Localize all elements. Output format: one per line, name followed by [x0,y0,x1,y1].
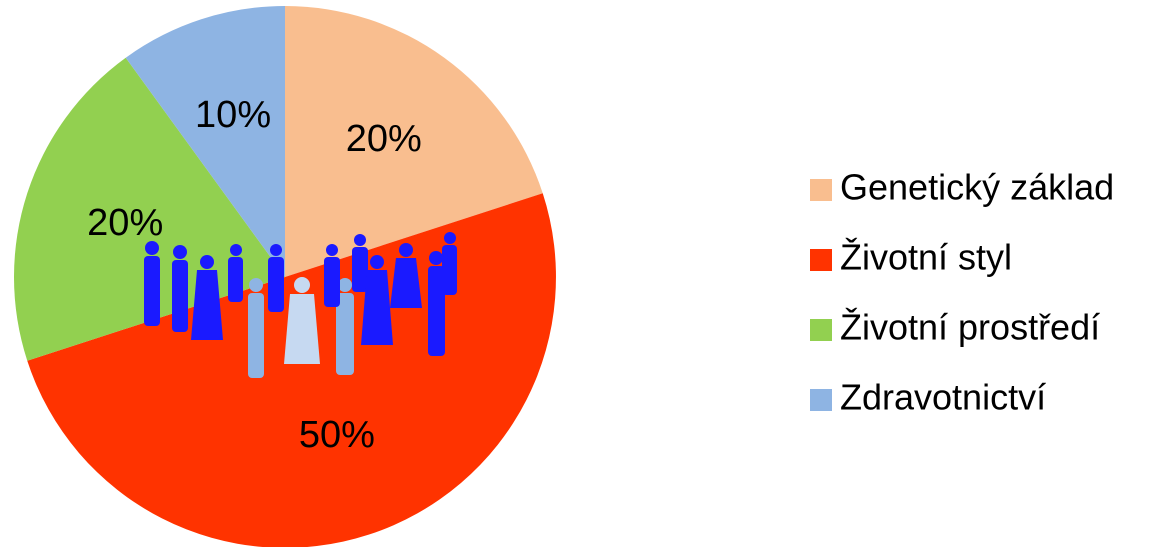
person [228,244,243,302]
value-label: 50% [299,414,375,456]
person [324,244,340,307]
person [248,278,264,378]
person [390,243,422,308]
pie [13,6,556,547]
value-label: 20% [346,118,422,160]
legend-label: Zdravotnictví [840,377,1046,418]
legend-label: Životní styl [840,237,1012,278]
legend-label: Životní prostředí [840,307,1100,348]
pie-slice [125,6,285,277]
pie-slice [285,6,543,277]
person [268,244,284,312]
people-illustration [144,232,457,378]
legend-swatch [810,179,832,201]
person [336,278,354,375]
legend: Genetický základ Životní styl Životní pros… [810,167,1114,418]
person [428,251,445,356]
value-label: 10% [195,94,271,136]
person [144,241,160,326]
person [442,232,457,295]
person [284,277,320,364]
legend-swatch [810,389,832,411]
person [191,255,223,340]
value-labels: 20% 50% 20% 10% [87,94,422,456]
person [361,255,393,345]
legend-swatch [810,319,832,341]
pie-slice [27,193,556,547]
legend-swatch [810,249,832,271]
person [352,234,368,292]
legend-label: Genetický základ [840,167,1114,208]
person [172,245,188,332]
value-label: 20% [87,202,163,244]
